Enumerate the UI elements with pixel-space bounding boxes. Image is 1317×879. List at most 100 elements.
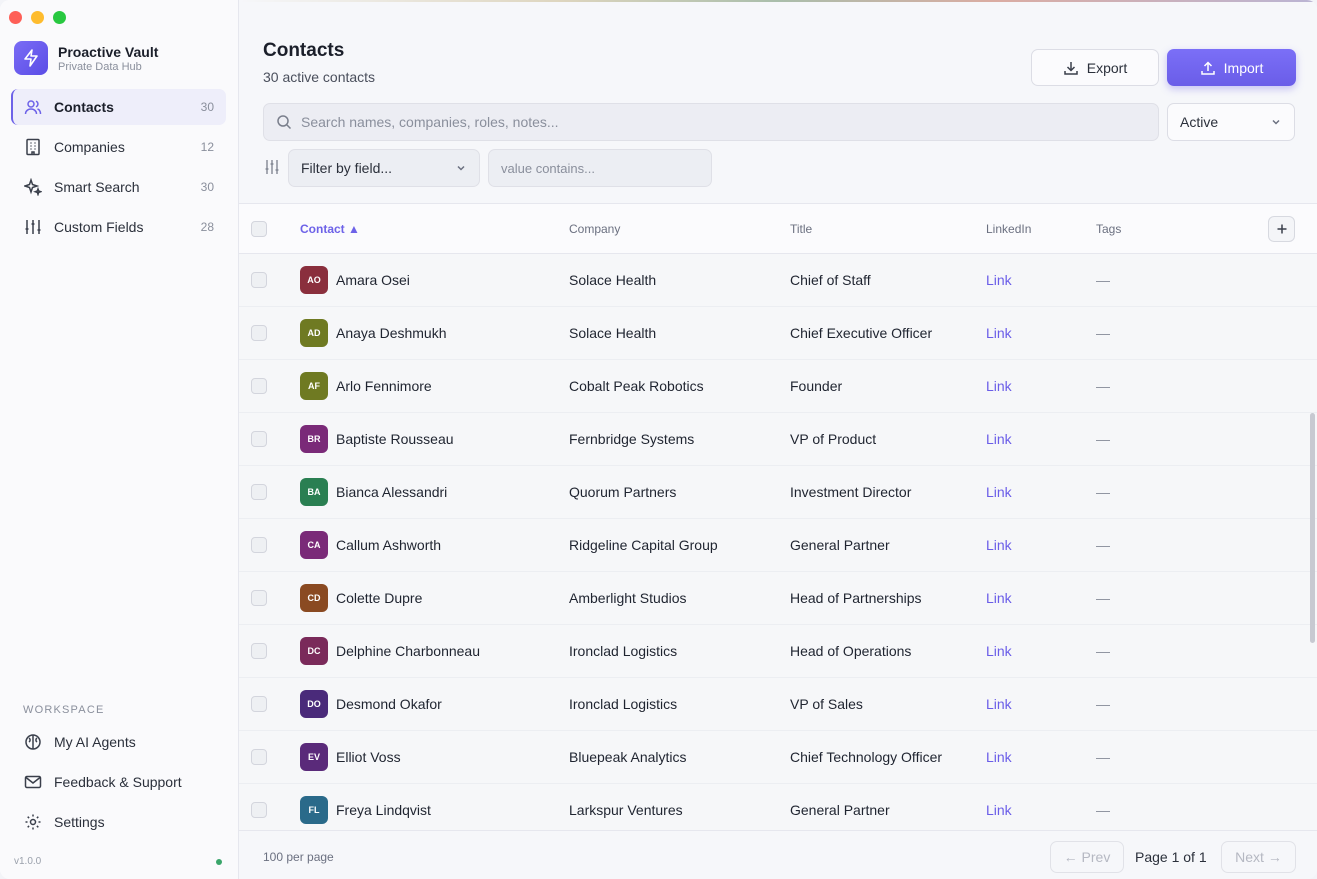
- brand-subtitle: Private Data Hub: [58, 60, 142, 73]
- row-checkbox[interactable]: [251, 537, 267, 553]
- row-checkbox[interactable]: [251, 802, 267, 818]
- contact-cell: EV Elliot Voss: [300, 743, 569, 771]
- zoom-window-button[interactable]: [53, 11, 66, 24]
- contact-name: Bianca Alessandri: [336, 484, 448, 500]
- avatar: DC: [300, 637, 328, 665]
- avatar: BR: [300, 425, 328, 453]
- title-cell: Chief of Staff: [790, 272, 871, 288]
- table-row[interactable]: EV Elliot Voss Bluepeak Analytics Chief Tec…: [239, 731, 1317, 784]
- workspace-heading: WORKSPACE: [23, 704, 105, 716]
- sidebar-item-label: Companies: [54, 139, 125, 155]
- column-contact[interactable]: Contact ▲: [300, 221, 360, 236]
- contact-cell: FL Freya Lindqvist: [300, 796, 569, 824]
- linkedin-link[interactable]: Link: [986, 749, 1012, 765]
- column-company[interactable]: Company: [569, 221, 621, 236]
- linkedin-link[interactable]: Link: [986, 431, 1012, 447]
- linkedin-link[interactable]: Link: [986, 272, 1012, 288]
- linkedin-link[interactable]: Link: [986, 590, 1012, 606]
- contact-cell: DC Delphine Charbonneau: [300, 637, 569, 665]
- import-button[interactable]: Import: [1167, 49, 1296, 86]
- table-row[interactable]: DO Desmond Okafor Ironclad Logistics VP of …: [239, 678, 1317, 731]
- row-checkbox[interactable]: [251, 378, 267, 394]
- add-column-button[interactable]: [1268, 216, 1295, 242]
- linkedin-link[interactable]: Link: [986, 643, 1012, 659]
- table-row[interactable]: CA Callum Ashworth Ridgeline Capital Group…: [239, 519, 1317, 572]
- table-footer: 100 per page ← Prev Page 1 of 1 Next →: [239, 830, 1317, 879]
- title-cell: General Partner: [790, 537, 890, 553]
- sidebar-item-companies[interactable]: Companies 12: [11, 129, 226, 165]
- column-linkedin[interactable]: LinkedIn: [986, 221, 1032, 236]
- table-row[interactable]: FL Freya Lindqvist Larkspur Ventures Genera…: [239, 784, 1317, 830]
- prev-page-button[interactable]: ← Prev: [1050, 841, 1124, 873]
- row-checkbox[interactable]: [251, 590, 267, 606]
- linkedin-link[interactable]: Link: [986, 484, 1012, 500]
- table-row[interactable]: DC Delphine Charbonneau Ironclad Logistics…: [239, 625, 1317, 678]
- row-checkbox[interactable]: [251, 484, 267, 500]
- linkedin-link[interactable]: Link: [986, 802, 1012, 818]
- version-label: v1.0.0: [14, 856, 42, 867]
- table-row[interactable]: AD Anaya Deshmukh Solace Health Chief Execu…: [239, 307, 1317, 360]
- sidebar-item-ai-agents[interactable]: My AI Agents: [11, 724, 226, 760]
- filter-field-dropdown[interactable]: Filter by field...: [288, 149, 480, 187]
- table-row[interactable]: AF Arlo Fennimore Cobalt Peak Robotics Foun…: [239, 360, 1317, 413]
- filter-value-input[interactable]: [501, 160, 699, 176]
- linkedin-link[interactable]: Link: [986, 325, 1012, 341]
- tags-cell: —: [1096, 272, 1110, 288]
- title-cell: Investment Director: [790, 484, 912, 500]
- row-checkbox[interactable]: [251, 749, 267, 765]
- contact-name: Callum Ashworth: [336, 537, 442, 553]
- table-scrollbar[interactable]: [1310, 413, 1315, 643]
- sidebar-item-settings[interactable]: Settings: [11, 804, 226, 840]
- contact-cell: CA Callum Ashworth: [300, 531, 569, 559]
- company-cell: Larkspur Ventures: [569, 802, 683, 818]
- next-page-button[interactable]: Next →: [1221, 841, 1296, 873]
- contact-name: Elliot Voss: [336, 749, 401, 765]
- sidebar-item-label: Smart Search: [54, 179, 140, 195]
- company-cell: Ironclad Logistics: [569, 643, 678, 659]
- tags-cell: —: [1096, 749, 1110, 765]
- column-title[interactable]: Title: [790, 221, 813, 236]
- row-checkbox[interactable]: [251, 431, 267, 447]
- select-all-checkbox[interactable]: [251, 220, 267, 237]
- row-checkbox[interactable]: [251, 272, 267, 288]
- status-dropdown[interactable]: Active: [1167, 103, 1295, 141]
- per-page-label: 100 per page: [263, 850, 334, 864]
- gear-icon: [24, 813, 42, 831]
- sidebar-item-label: Custom Fields: [54, 219, 144, 235]
- linkedin-link[interactable]: Link: [986, 537, 1012, 553]
- minimize-window-button[interactable]: [31, 11, 44, 24]
- contact-cell: AD Anaya Deshmukh: [300, 319, 569, 347]
- close-window-button[interactable]: [9, 11, 22, 24]
- avatar: AF: [300, 372, 328, 400]
- table-row[interactable]: BA Bianca Alessandri Quorum Partners Invest…: [239, 466, 1317, 519]
- column-tags[interactable]: Tags: [1096, 221, 1122, 236]
- download-icon: [1064, 61, 1078, 75]
- contact-name: Desmond Okafor: [336, 696, 442, 712]
- sidebar-item-feedback[interactable]: Feedback & Support: [11, 764, 226, 800]
- sidebar-item-custom-fields[interactable]: Custom Fields 28: [11, 209, 226, 245]
- row-checkbox[interactable]: [251, 325, 267, 341]
- export-button[interactable]: Export: [1031, 49, 1159, 86]
- linkedin-link[interactable]: Link: [986, 696, 1012, 712]
- company-cell: Cobalt Peak Robotics: [569, 378, 704, 394]
- chevron-down-icon: [1272, 119, 1280, 125]
- sidebar-item-smart-search[interactable]: Smart Search 30: [11, 169, 226, 205]
- table-row[interactable]: AO Amara Osei Solace Health Chief of Staff L…: [239, 254, 1317, 307]
- search-input[interactable]: [301, 114, 1158, 130]
- search-icon: [277, 115, 292, 130]
- status-dropdown-value: Active: [1180, 114, 1219, 130]
- table-row[interactable]: CD Colette Dupre Amberlight Studios Head of…: [239, 572, 1317, 625]
- linkedin-link[interactable]: Link: [986, 378, 1012, 394]
- table-header: Contact ▲ Company Title LinkedIn Tags: [239, 204, 1317, 254]
- row-checkbox[interactable]: [251, 696, 267, 712]
- title-cell: Founder: [790, 378, 843, 394]
- filter-field-label: Filter by field...: [301, 160, 393, 176]
- users-icon: [24, 98, 42, 116]
- row-checkbox[interactable]: [251, 643, 267, 659]
- brain-icon: [24, 733, 42, 751]
- sidebar-item-contacts[interactable]: Contacts 30: [11, 89, 226, 125]
- contact-name: Anaya Deshmukh: [336, 325, 447, 341]
- table-row[interactable]: BR Baptiste Rousseau Fernbridge Systems VP …: [239, 413, 1317, 466]
- lightning-icon: [14, 41, 48, 75]
